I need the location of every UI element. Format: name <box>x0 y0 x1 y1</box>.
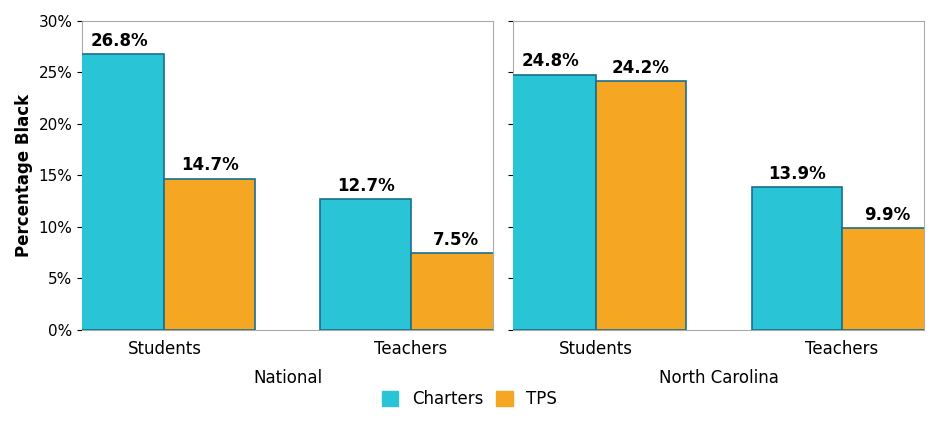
Text: 9.9%: 9.9% <box>864 206 910 224</box>
Text: 24.8%: 24.8% <box>521 52 579 71</box>
Bar <box>595 81 685 330</box>
X-axis label: North Carolina: North Carolina <box>659 369 778 387</box>
Bar <box>505 74 595 330</box>
Bar <box>164 179 254 330</box>
Bar <box>751 187 842 330</box>
Text: 24.2%: 24.2% <box>611 59 670 77</box>
Legend: Charters, TPS: Charters, TPS <box>375 383 564 415</box>
Text: 26.8%: 26.8% <box>90 32 148 50</box>
Bar <box>74 54 164 330</box>
Bar <box>842 228 932 330</box>
Text: 7.5%: 7.5% <box>433 231 479 249</box>
Bar <box>410 253 501 330</box>
Bar <box>320 199 410 330</box>
Y-axis label: Percentage Black: Percentage Black <box>15 94 33 257</box>
Text: 13.9%: 13.9% <box>768 165 825 183</box>
X-axis label: National: National <box>253 369 322 387</box>
Text: 14.7%: 14.7% <box>180 157 239 174</box>
Text: 12.7%: 12.7% <box>337 177 394 195</box>
